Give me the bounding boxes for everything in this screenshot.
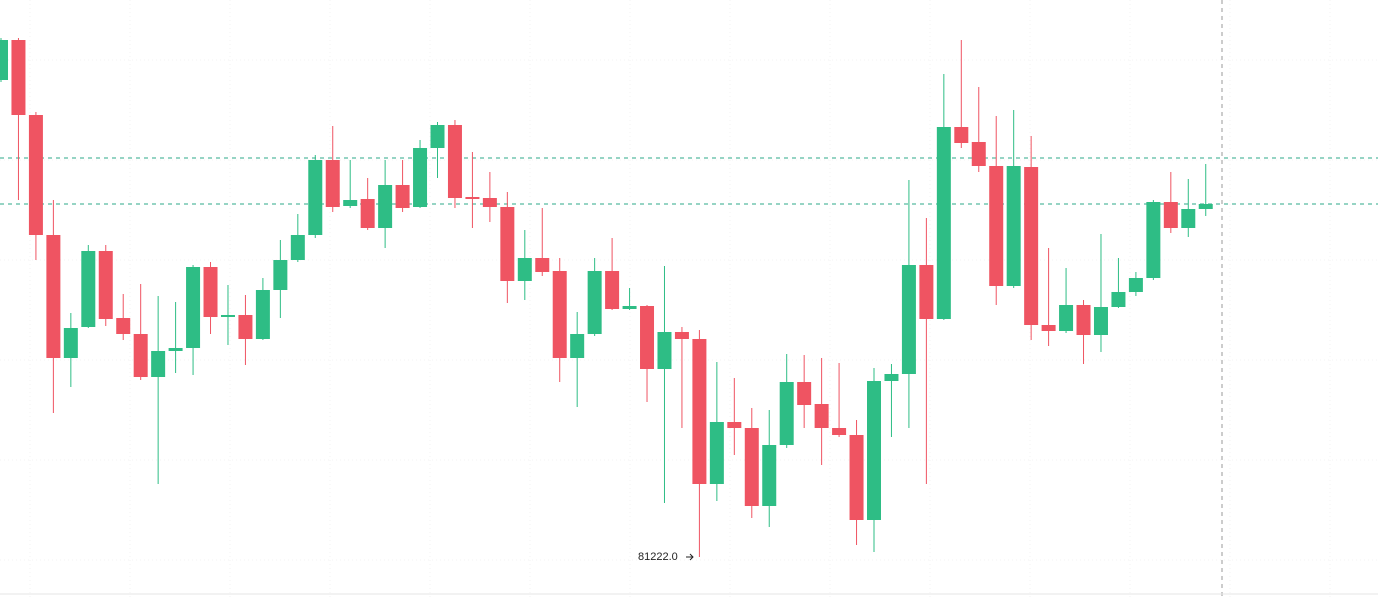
candle-body [325, 160, 340, 207]
candle-body [587, 271, 602, 334]
candle-body [0, 40, 8, 80]
candle-body [884, 374, 899, 381]
candle-body [1059, 305, 1074, 331]
candle-body [186, 267, 201, 348]
candle-body [238, 315, 253, 339]
candle-body [622, 306, 637, 309]
candle-body [378, 185, 393, 228]
candle-body [447, 125, 462, 198]
candle-body [901, 265, 916, 374]
candle-body [28, 115, 43, 235]
candle-body [867, 381, 881, 520]
candle-body [849, 435, 864, 520]
candle-body [255, 290, 270, 339]
candle-body [797, 382, 812, 405]
candle-body [11, 40, 26, 115]
candle-body [832, 428, 847, 435]
candle-body [1146, 202, 1161, 278]
candle-body [500, 207, 515, 281]
candle-body [919, 265, 934, 319]
candle-body [151, 351, 166, 377]
candle-body [465, 197, 480, 199]
candle-body [1076, 305, 1091, 335]
candle-body [936, 127, 951, 319]
candle-body [744, 428, 759, 506]
candle-body [674, 332, 689, 339]
candle-body [605, 271, 620, 309]
candle-body [1181, 209, 1196, 228]
candle-body [989, 166, 1004, 286]
candle-body [430, 125, 445, 148]
candle-body [133, 334, 148, 377]
candle-body [1111, 292, 1126, 307]
candle-body [343, 200, 358, 206]
candle-body [1093, 307, 1108, 335]
candle-body [727, 422, 742, 428]
candle-body [168, 348, 183, 351]
candle-body [657, 332, 672, 369]
candle-body [482, 198, 497, 207]
candle-body [1198, 204, 1213, 209]
candle-body [308, 160, 323, 235]
candle-body [640, 306, 655, 369]
candle-body [971, 142, 986, 166]
candle-body [814, 404, 829, 428]
candle-body [535, 258, 550, 272]
candle-body [1006, 166, 1021, 286]
candle-body [692, 339, 707, 484]
candle-body [1163, 202, 1178, 228]
candle-body [63, 328, 78, 358]
candle-body [116, 318, 131, 334]
candle-body [517, 258, 532, 281]
candle-body [954, 127, 969, 143]
candle-body [220, 315, 235, 317]
candle-body [1024, 167, 1039, 325]
candle-body [98, 251, 113, 319]
candle-body [1041, 325, 1056, 331]
candle-body [273, 260, 288, 290]
candle-body [360, 199, 375, 228]
low-annotation: 81222.0 [638, 551, 678, 563]
candle-body [413, 148, 428, 207]
candle-body [203, 267, 218, 317]
candle-body [552, 271, 567, 358]
candle-body [1128, 278, 1143, 292]
candle-body [779, 382, 794, 445]
candle-body [709, 422, 724, 484]
candle-body [290, 235, 305, 260]
candle-body [762, 445, 777, 506]
candle-body [570, 334, 585, 358]
candle-body [81, 251, 96, 327]
candle-body [395, 185, 410, 208]
candle-body [46, 235, 61, 358]
annotation-arrow [686, 553, 694, 561]
